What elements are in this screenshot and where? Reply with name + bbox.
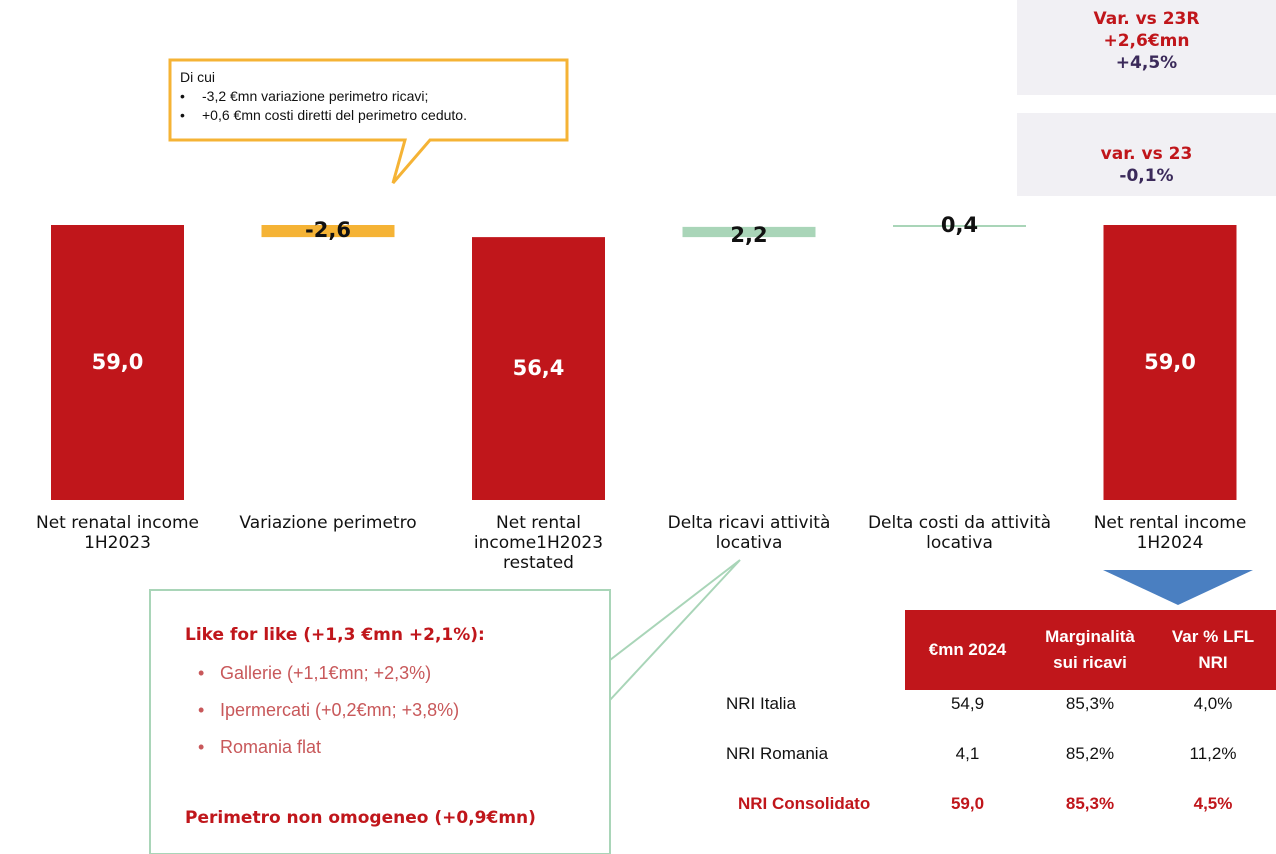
x-tick-label: Net renatal income 1H2023 <box>36 513 199 553</box>
table-cell: 11,2% <box>1189 744 1237 763</box>
table-header-bg <box>905 610 1276 690</box>
variance-box: var. vs 23 -0,1% <box>1017 113 1276 196</box>
table-header: Marginalità sui ricavi <box>1045 627 1135 672</box>
value-label: 59,0 <box>91 349 144 374</box>
lfl-bullet: Romania flat <box>198 729 536 766</box>
lfl-heading: Like for like (+1,3 €mn +2,1%): <box>185 625 485 645</box>
table-cell: 85,3% <box>1065 694 1115 713</box>
table-cell: NRI Romania <box>726 744 829 763</box>
table-cell: 4,1 <box>955 744 980 763</box>
table-cell: 4,0% <box>1193 694 1233 713</box>
arrow-triangle <box>1103 570 1253 605</box>
variance-line: +2,6€mn <box>1103 31 1190 51</box>
table-cell: 85,3% <box>1065 794 1115 813</box>
x-tick-label: Delta ricavi attività locativa <box>667 513 831 553</box>
table-cell: NRI Consolidato <box>738 794 871 813</box>
bar <box>1103 225 1237 500</box>
x-tick-label: Delta costi da attività locativa <box>867 513 1052 553</box>
table-cell: NRI Italia <box>726 694 796 713</box>
variance-line: var. vs 23 <box>1100 144 1193 164</box>
variance-line: Var. vs 23R <box>1093 9 1200 29</box>
bar <box>261 225 395 238</box>
bar <box>472 237 605 500</box>
table-cell: 85,2% <box>1065 744 1115 763</box>
table-cell: 54,9 <box>950 694 985 713</box>
note-bullet: -3,2 €mn variazione perimetro ricavi; <box>180 87 467 106</box>
variance-line: -0,1% <box>1119 166 1174 186</box>
x-tick-label: Net rental income1H2023 restated <box>473 513 604 573</box>
table-header: €mn 2024 <box>928 640 1007 659</box>
value-label: 56,4 <box>512 355 565 380</box>
value-label: 59,0 <box>1144 349 1196 374</box>
variance-line: +4,5% <box>1115 53 1178 73</box>
table-cell: 4,5% <box>1193 794 1233 813</box>
note-callout: Di cui -3,2 €mn variazione perimetro ric… <box>180 68 467 125</box>
lfl-bullet: Gallerie (+1,1€mn; +2,3%) <box>198 655 536 692</box>
value-label: -2,6 <box>305 218 351 243</box>
value-label: 0,4 <box>940 212 979 237</box>
lfl-callout: Like for like (+1,3 €mn +2,1%): Gallerie… <box>185 625 536 828</box>
bar <box>682 226 816 238</box>
bar <box>51 225 184 500</box>
lfl-bullet: Ipermercati (+0,2€mn; +3,8%) <box>198 692 536 729</box>
value-label: 2,2 <box>730 222 768 247</box>
bar <box>893 225 1026 227</box>
x-tick-label: Net rental income 1H2024 <box>1093 513 1247 553</box>
table-cell: 59,0 <box>950 794 985 813</box>
x-tick-label: Variazione perimetro <box>239 513 417 533</box>
note-title: Di cui <box>180 69 216 85</box>
table-header: Var % LFL NRI <box>1171 627 1255 672</box>
lfl-footer: Perimetro non omogeneo (+0,9€mn) <box>185 808 536 828</box>
note-bullet: +0,6 €mn costi diretti del perimetro ced… <box>180 106 467 125</box>
variance-box: Var. vs 23R +2,6€mn +4,5% <box>1017 0 1276 95</box>
